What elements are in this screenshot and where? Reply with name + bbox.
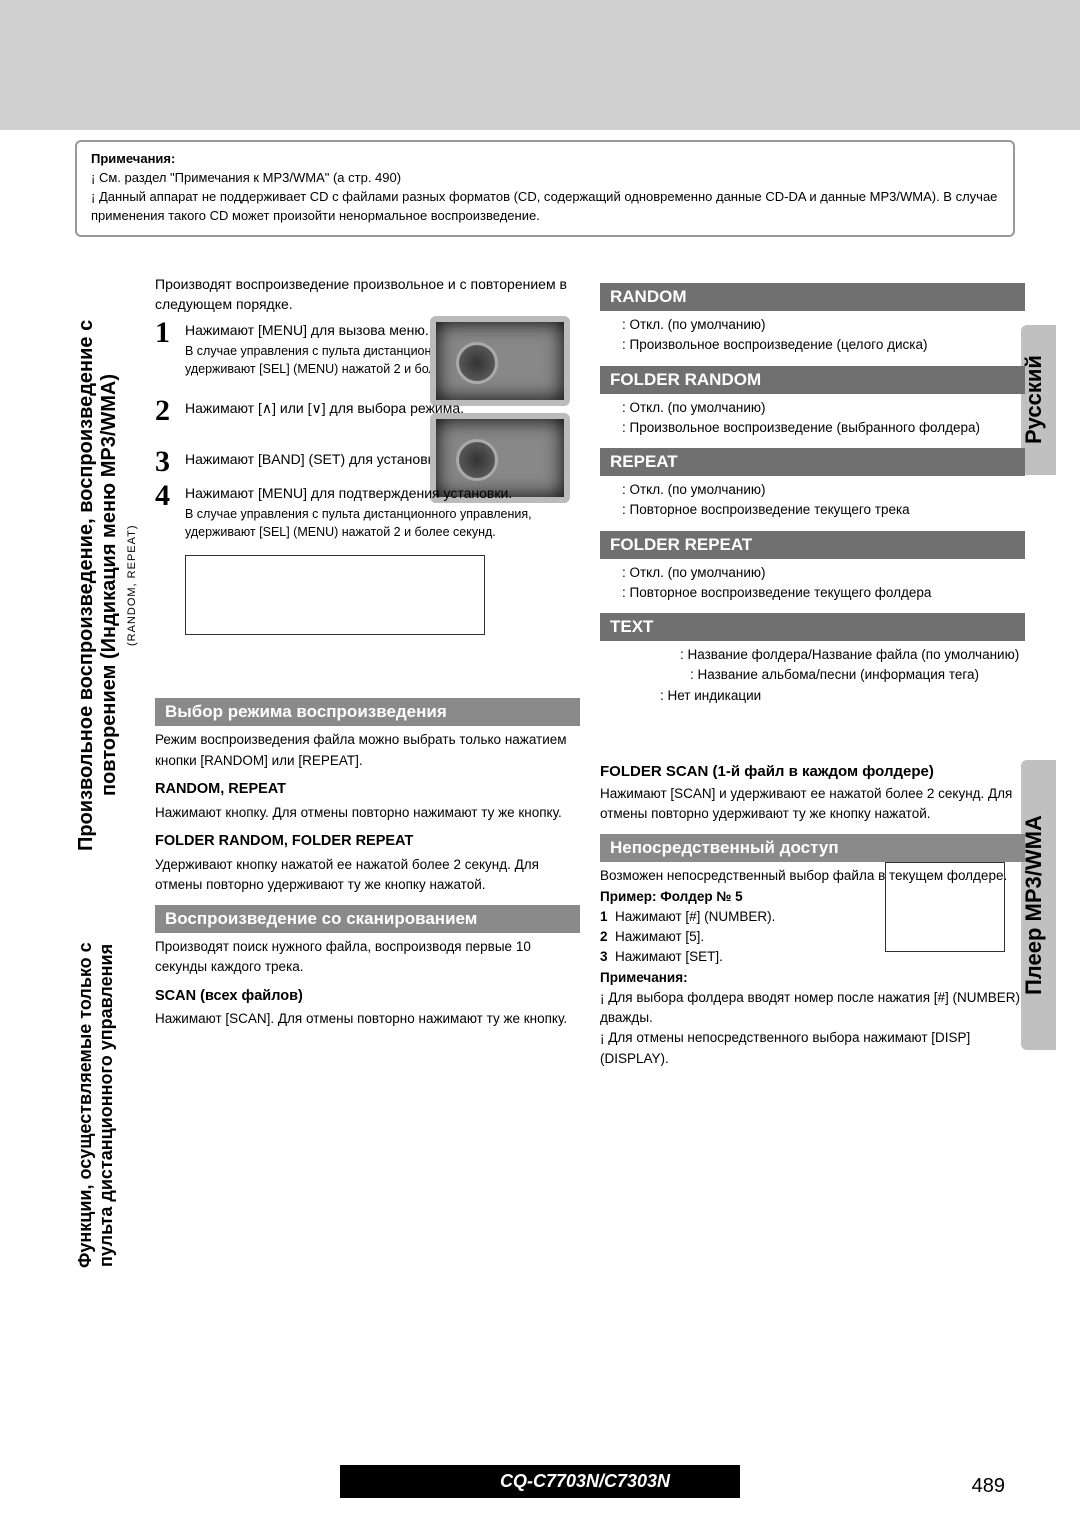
language-tab: Русский [1021,325,1056,475]
scan-body: Производят поиск нужного файла, воспроиз… [155,933,580,1032]
folder-scan-p: Нажимают [SCAN] и удерживают ее нажатой … [600,780,1025,827]
step4-text: Нажимают [MENU] для подтверждения устано… [185,485,512,501]
repeat-l1: : Откл. (по умолчанию) [622,480,1025,500]
content-area: Произвольное воспроизведение, воспроизве… [75,275,1025,1071]
step-3: 3 Нажимают [BAND] (SET) для установки ре… [155,449,580,469]
step-4: 4 Нажимают [MENU] для подтверждения уста… [155,483,580,541]
mode-select-body: Режим воспроизведения файла можно выбрат… [155,726,580,897]
direct-placeholder-box [885,862,1005,952]
step-num-1: 1 [155,316,170,350]
intro-text: Производят воспроизведение произвольное … [155,275,580,314]
direct-access-header: Непосредственный доступ [600,834,1025,862]
scan-p2: Нажимают [SCAN]. Для отмены повторно наж… [155,1009,580,1029]
step4-sub: В случае управления с пульта дистанционн… [185,506,580,541]
footer: CQ-C7703N/C7303N [0,1465,1080,1498]
direct-notes-h: Примечания: [600,970,688,985]
vert-t1-l2: повторением (Индикация меню MP3/WMA) [98,374,120,796]
frandom-l1: : Откл. (по умолчанию) [622,398,1025,418]
top-grey-banner [0,0,1080,130]
frepeat-l1: : Откл. (по умолчанию) [622,563,1025,583]
step-num-3: 3 [155,445,170,479]
d-num-2: 2 [600,929,608,944]
text-l1: : Название фолдера/Название файла (по ум… [680,645,1025,665]
note-item-2: ¡ Данный аппарат не поддерживает CD с фа… [91,189,997,223]
text-l3: : Нет индикации [660,686,1025,706]
d3: Нажимают [SET]. [615,949,723,964]
random-l2: : Произвольное воспроизведение (целого д… [622,335,1025,355]
vert-t1-sub: (RANDOM, REPEAT) [126,524,138,646]
random-repeat-p: Нажимают кнопку. Для отмены повторно наж… [155,803,580,823]
direct-example: Пример: Фолдер № 5 [600,889,743,904]
notes-box: Примечания: ¡ См. раздел "Примечания к M… [75,140,1015,237]
mode-select-header: Выбор режима воспроизведения [155,698,580,726]
vertical-titles: Произвольное воспроизведение, воспроизве… [75,275,130,1071]
direct-note-1: ¡ Для выбора фолдера вводят номер после … [600,988,1025,1029]
step1-text: Нажимают [MENU] для вызова меню. [185,322,429,338]
direct-body: Возможен непосредственный выбор файла в … [600,862,1025,1071]
middle-column: Производят воспроизведение произвольное … [155,275,580,1071]
repeat-l2: : Повторное воспроизведение текущего тре… [622,500,1025,520]
d1: Нажимают [#] (NUMBER). [615,909,775,924]
d-num-3: 3 [600,949,608,964]
d2: Нажимают [5]. [615,929,704,944]
step2-text: Нажимают [∧] или [∨] для выбора режима. [185,400,464,416]
vert-t2-l2: пульта дистанционного управления [96,943,116,1266]
scan-header: Воспроизведение со сканированием [155,905,580,933]
mode-p: Режим воспроизведения файла можно выбрат… [155,730,580,771]
text-l2: : Название альбома/песни (информация тег… [690,665,1025,685]
right-column: RANDOM : Откл. (по умолчанию) : Произвол… [600,275,1025,1071]
d-num-1: 1 [600,909,608,924]
vert-title-2: Функции, осуществляемые только с пульта … [75,925,117,1285]
folder-rr-p: Удерживают кнопку нажатой ее нажатой бол… [155,855,580,896]
vert-t1-l1: Произвольное воспроизведение, воспроизве… [75,319,97,850]
vert-t2-l1: Функции, осуществляемые только с [75,942,95,1268]
page-number: 489 [972,1475,1005,1498]
direct-note-2: ¡ Для отмены непосредственного выбора на… [600,1028,1025,1069]
repeat-header: REPEAT [600,448,1025,476]
device-image-1 [430,316,570,406]
text-header: TEXT [600,613,1025,641]
folder-rr-h: FOLDER RANDOM, FOLDER REPEAT [155,831,580,853]
frandom-l2: : Произвольное воспроизведение (выбранно… [622,418,1025,438]
step-num-2: 2 [155,394,170,428]
random-repeat-h: RANDOM, REPEAT [155,779,580,801]
scan-p1: Производят поиск нужного файла, воспроиз… [155,937,580,978]
placeholder-box [185,555,485,635]
folder-repeat-header: FOLDER REPEAT [600,531,1025,559]
folder-scan-h: FOLDER SCAN (1-й файл в каждом фолдере) [600,763,1025,780]
model-label: CQ-C7703N/C7303N [340,1465,740,1498]
section-tab: Плеер MP3/WMA [1021,760,1056,1050]
note-item-1: ¡ См. раздел "Примечания к MP3/WMA" (a с… [91,170,401,185]
notes-title: Примечания: [91,151,175,166]
frepeat-l2: : Повторное воспроизведение текущего фол… [622,583,1025,603]
step-1: 1 Нажимают [MENU] для вызова меню. В слу… [155,320,580,378]
vert-title-1: Произвольное воспроизведение, воспроизве… [75,275,144,895]
random-l1: : Откл. (по умолчанию) [622,315,1025,335]
random-header: RANDOM [600,283,1025,311]
folder-random-header: FOLDER RANDOM [600,366,1025,394]
step-num-4: 4 [155,479,170,513]
scan-all-h: SCAN (всех файлов) [155,986,580,1008]
